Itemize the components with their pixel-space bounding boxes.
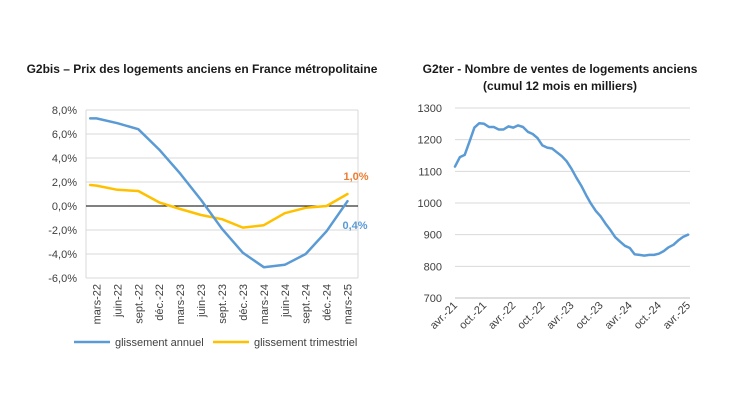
left-x-tick-label: mars-23	[175, 284, 187, 324]
left-x-tick-label: mars-22	[91, 284, 103, 324]
left-legend: glissement annuel glissement trimestriel	[74, 337, 357, 349]
right-x-tick-label: oct.-24	[632, 300, 664, 332]
series-line-ventes	[453, 121, 690, 257]
left-x-tick-label: juin-23	[196, 284, 208, 318]
legend-label-glissement-trimestriel: glissement trimestriel	[254, 337, 357, 349]
right-y-tick-label: 1000	[418, 198, 442, 210]
right-y-tick-label: 700	[424, 293, 442, 305]
right-x-tick-label: oct.-21	[457, 300, 489, 332]
left-y-tick-label: 0,0%	[52, 201, 77, 213]
right-y-axis-labels: 700 800 900 1000 1100 1200 1300	[418, 103, 442, 305]
left-y-tick-label: -4,0%	[48, 249, 77, 261]
left-y-tick-label: -6,0%	[48, 273, 77, 285]
left-gridlines	[86, 109, 358, 279]
right-y-tick-label: 1300	[418, 103, 442, 115]
right-x-tick-label: avr.-24	[603, 300, 635, 332]
left-x-tick-label: déc.-24	[322, 284, 334, 321]
left-chart-title: G2bis – Prix des logements anciens en Fr…	[27, 62, 378, 76]
left-x-tick-label: déc.-22	[154, 284, 166, 321]
right-x-tick-label: oct.-23	[573, 300, 605, 332]
right-x-axis-labels: avr.-21oct.-21avr.-22oct.-22avr.-23oct.-…	[428, 300, 693, 332]
left-x-tick-label: sept.-23	[217, 284, 229, 324]
left-x-tick-label: mars-24	[259, 284, 271, 324]
legend-label-glissement-annuel: glissement annuel	[115, 337, 204, 349]
left-y-axis-labels: -6,0% -4,0% -2,0% 0,0% 2,0% 4,0% 6,0% 8,0%	[48, 105, 77, 285]
right-x-tick-label: avr.-22	[486, 300, 518, 332]
left-y-tick-label: 2,0%	[52, 177, 77, 189]
left-x-tick-label: juin-24	[280, 284, 292, 318]
right-x-tick-label: oct.-22	[515, 300, 547, 332]
right-y-tick-label: 1100	[418, 166, 442, 178]
right-y-tick-label: 800	[424, 261, 442, 273]
right-chart-title-line2: (cumul 12 mois en milliers)	[483, 79, 637, 93]
series-line-glissement-trimestriel	[88, 183, 349, 229]
left-y-tick-label: 8,0%	[52, 105, 77, 117]
right-chart-title-line1: G2ter - Nombre de ventes de logements an…	[423, 62, 698, 76]
left-x-tick-label: juin-22	[112, 284, 124, 318]
right-y-tick-label: 1200	[418, 135, 442, 147]
left-x-tick-label: mars-25	[343, 284, 355, 324]
left-y-tick-label: 4,0%	[52, 153, 77, 165]
left-chart: G2bis – Prix des logements anciens en Fr…	[27, 62, 378, 349]
right-y-tick-label: 900	[424, 230, 442, 242]
left-x-tick-label: sept.-24	[301, 284, 313, 324]
right-chart: G2ter - Nombre de ventes de logements an…	[418, 62, 698, 332]
right-x-tick-label: avr.-23	[544, 300, 576, 332]
right-gridlines	[455, 107, 690, 267]
series-line-glissement-annuel	[88, 117, 349, 269]
left-y-tick-label: -2,0%	[48, 225, 77, 237]
data-label-trimestriel-end: 1,0%	[343, 171, 368, 183]
left-y-tick-label: 6,0%	[52, 129, 77, 141]
left-x-axis-labels: mars-22 juin-22 sept.-22 déc.-22 mars-23 juin…	[91, 284, 354, 324]
left-x-tick-label: déc.-23	[238, 284, 250, 321]
data-label-annuel-end: 0,4%	[342, 220, 367, 232]
left-x-tick-label: sept.-22	[133, 284, 145, 324]
right-x-tick-label: avr.-25	[661, 300, 693, 332]
